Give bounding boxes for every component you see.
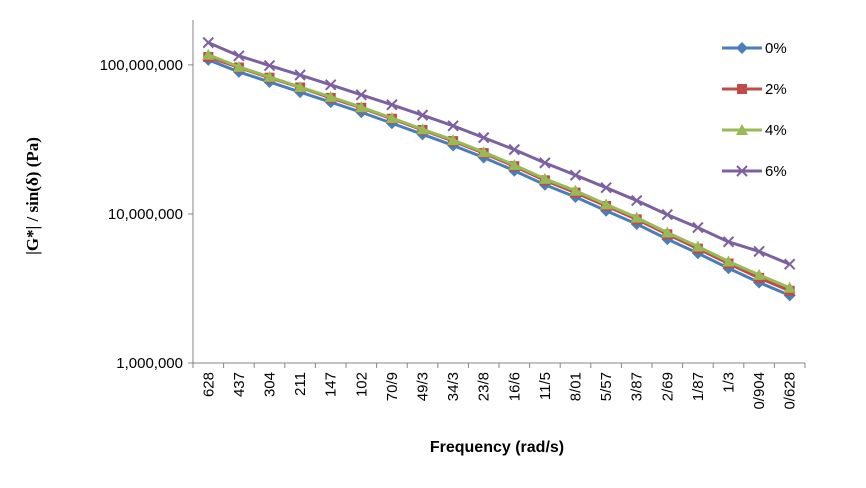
legend-marker (736, 165, 748, 177)
x-tick-label: 70/9 (384, 372, 401, 401)
data-point (416, 123, 429, 135)
y-tick-label: 1,000,000 (116, 355, 183, 372)
data-point (692, 221, 704, 234)
data-point (202, 36, 215, 49)
x-tick-label: 211 (292, 372, 309, 396)
data-point (508, 158, 521, 170)
x-tick-label: 0/904 (751, 372, 768, 410)
y-tick-label: 10,000,000 (108, 206, 183, 223)
x-tick-label: 0/628 (782, 372, 799, 410)
data-point (355, 101, 368, 113)
data-point (569, 169, 582, 181)
legend-marker (737, 84, 747, 94)
data-point (477, 146, 490, 158)
data-point (294, 69, 306, 81)
x-tick-label: 3/87 (629, 372, 646, 401)
data-point (600, 198, 613, 210)
x-tick-label: 2/69 (659, 372, 676, 401)
x-tick-label: 49/3 (415, 372, 432, 401)
data-point (538, 172, 551, 184)
x-tick-label: 5/57 (598, 372, 615, 401)
data-point (263, 59, 276, 72)
data-point (263, 70, 276, 82)
x-tick-label: 34/3 (445, 372, 462, 401)
data-point (569, 184, 582, 196)
x-tick-label: 1/87 (690, 372, 707, 401)
data-point (386, 99, 398, 111)
data-point (477, 131, 490, 144)
legend-marker (736, 124, 748, 135)
data-point (600, 181, 612, 194)
legend-label: 4% (765, 122, 787, 139)
data-point (783, 281, 796, 293)
data-point (355, 89, 368, 101)
x-axis-title: Frequency (rad/s) (430, 439, 564, 456)
data-point (661, 226, 674, 238)
x-tick-label: 628 (200, 372, 217, 397)
data-point (232, 60, 245, 72)
series-line (207, 58, 791, 297)
data-point (783, 258, 796, 270)
data-point (447, 120, 459, 132)
legend-label: 2% (765, 81, 787, 98)
data-point (447, 134, 460, 146)
data-point (722, 255, 735, 267)
legend-label: 0% (765, 40, 787, 57)
series-line (207, 41, 791, 266)
data-point (416, 109, 429, 121)
x-tick-label: 304 (262, 372, 279, 397)
legend-label: 6% (765, 163, 787, 180)
data-point (202, 48, 215, 60)
y-tick-label: 100,000,000 (100, 57, 183, 74)
data-point (661, 208, 674, 221)
x-tick-label: 11/5 (537, 372, 554, 400)
x-tick-label: 1/3 (721, 372, 738, 393)
series-line (207, 53, 791, 290)
legend-marker (736, 42, 748, 54)
x-tick-label: 23/8 (476, 372, 493, 401)
data-point (722, 236, 735, 248)
y-axis-title: |G*| / sin(δ) (Pa) (23, 137, 42, 255)
data-point (294, 81, 307, 93)
data-point (324, 90, 337, 102)
x-tick-label: 437 (231, 372, 248, 397)
data-point (630, 194, 643, 207)
data-point (691, 240, 704, 252)
data-point (753, 245, 765, 258)
x-tick-label: 16/6 (506, 372, 523, 401)
data-point (508, 143, 521, 156)
data-point (324, 79, 337, 91)
data-point (233, 50, 245, 62)
data-point (630, 211, 643, 223)
x-tick-label: 147 (323, 372, 340, 397)
data-point (539, 157, 551, 169)
x-tick-label: 8/01 (568, 372, 585, 401)
data-point (753, 268, 766, 280)
x-tick-label: 102 (353, 372, 370, 397)
data-point (385, 112, 398, 124)
